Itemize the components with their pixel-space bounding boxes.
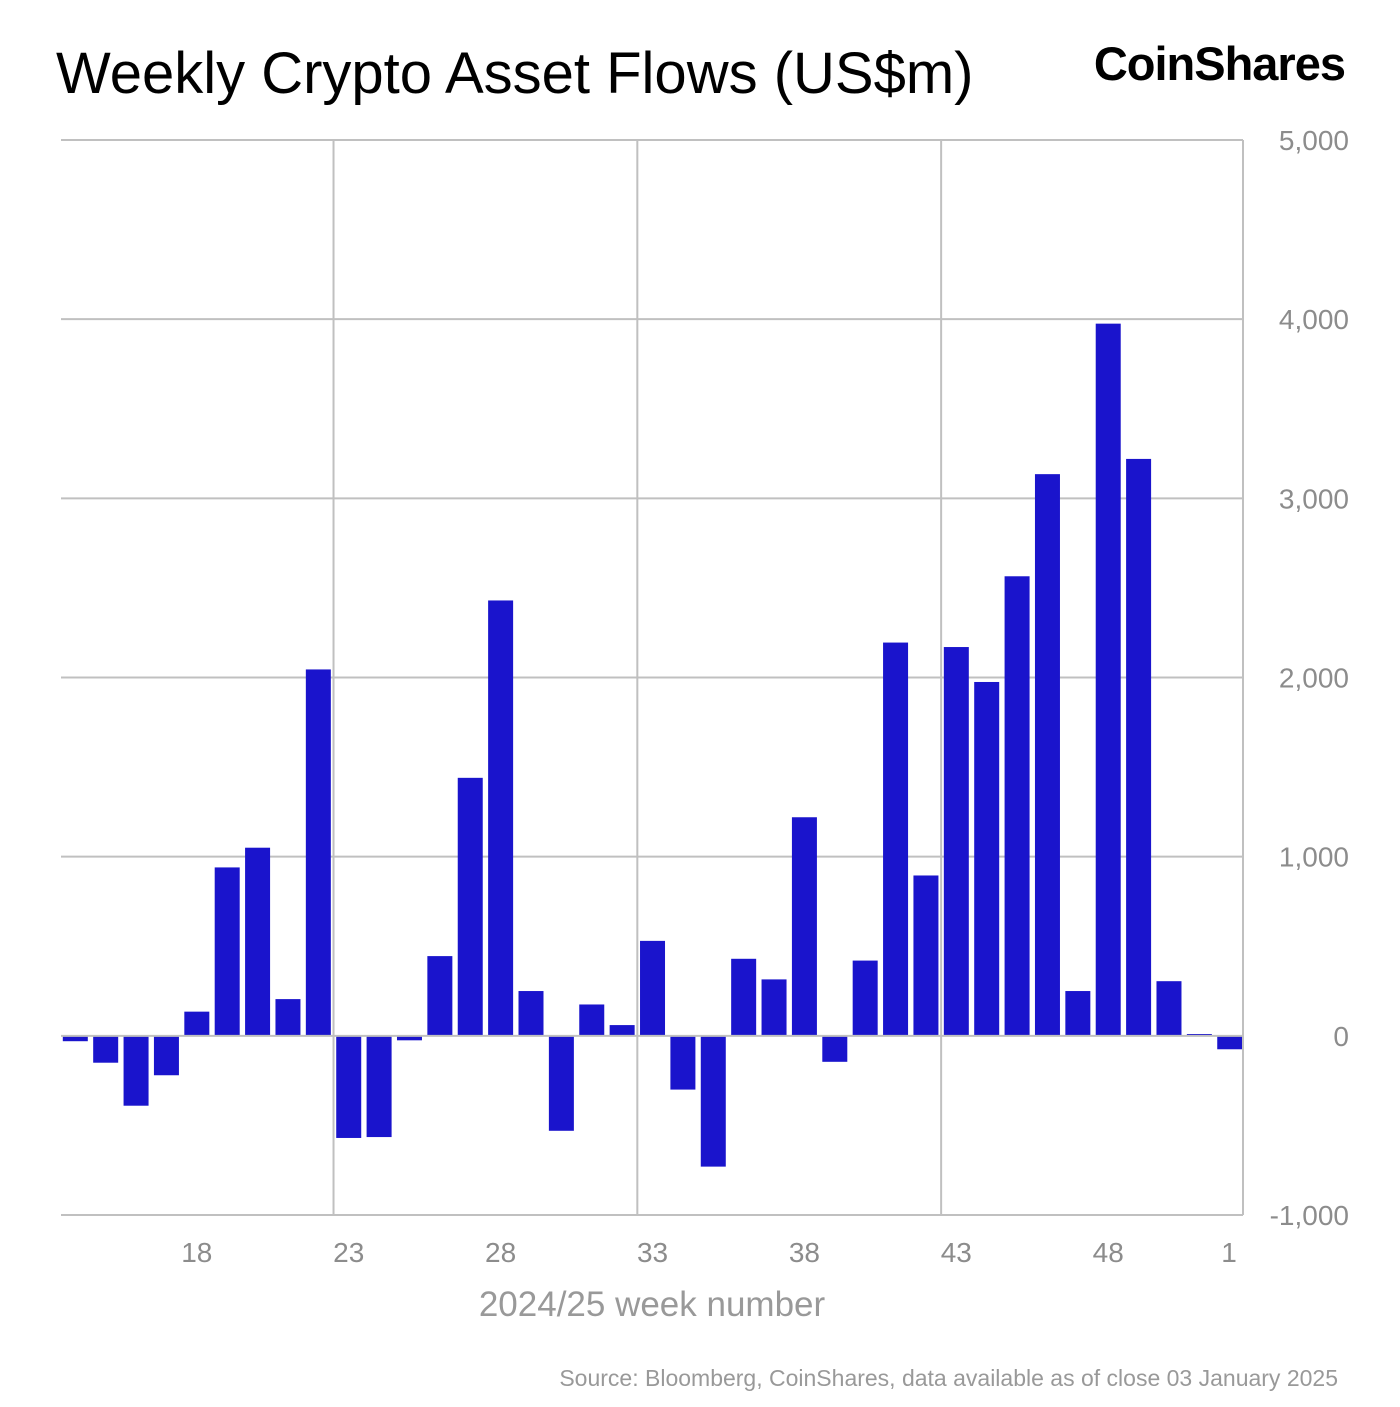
bar-week-47: [1065, 991, 1091, 1036]
axes: [61, 140, 1244, 1215]
bar-week-25: [396, 1035, 422, 1041]
bar-week-39: [822, 1035, 848, 1062]
bar-week-49: [1126, 458, 1152, 1036]
bar-week-15: [93, 1035, 119, 1063]
y-tick-label: 5,000: [1279, 125, 1349, 156]
bar-series: [62, 323, 1243, 1167]
bar-week-29: [518, 991, 544, 1036]
y-tick-label: 4,000: [1279, 304, 1349, 335]
bar-week-48: [1095, 323, 1121, 1036]
bar-week-24: [366, 1035, 392, 1138]
x-tick-label: 43: [941, 1237, 972, 1268]
y-tick-label: 2,000: [1279, 663, 1349, 694]
bar-week-52: [1217, 1035, 1243, 1050]
bar-week-40: [852, 960, 878, 1036]
x-tick-label: 33: [637, 1237, 668, 1268]
bar-week-38: [791, 817, 817, 1036]
bar-week-31: [579, 1004, 605, 1036]
bar-week-43: [943, 647, 969, 1036]
bar-week-33: [640, 940, 666, 1036]
bar-week-17: [153, 1035, 179, 1076]
x-tick-label: 28: [485, 1237, 516, 1268]
bar-week-50: [1156, 981, 1182, 1036]
x-axis-tick-labels: 18 23 28 33 38 43 48 1: [181, 1237, 1237, 1268]
chart-title: Weekly Crypto Asset Flows (US$m): [56, 41, 973, 106]
y-tick-label: 1,000: [1279, 842, 1349, 873]
bar-week-21: [275, 999, 301, 1036]
bar-week-36: [731, 958, 757, 1036]
source-note: Source: Bloomberg, CoinShares, data avai…: [559, 1365, 1338, 1391]
bar-week-45: [1004, 576, 1030, 1036]
x-tick-label: 38: [789, 1237, 820, 1268]
bar-week-18: [184, 1011, 210, 1036]
x-tick-label: 18: [181, 1237, 212, 1268]
x-axis-label: 2024/25 week number: [479, 1285, 826, 1324]
bar-week-44: [974, 681, 1000, 1036]
bar-week-22: [305, 669, 331, 1036]
x-tick-label: 1: [1221, 1237, 1237, 1268]
bar-week-28: [488, 600, 514, 1036]
y-tick-label: -1,000: [1270, 1200, 1349, 1231]
bar-week-32: [609, 1025, 635, 1036]
bar-week-30: [548, 1035, 574, 1131]
coinshares-logo: CoinShares: [1094, 37, 1345, 90]
bar-week-41: [883, 642, 909, 1036]
y-axis-tick-labels: -1,000 0 1,000 2,000 3,000 4,000 5,000: [1270, 125, 1349, 1231]
bar-week-26: [427, 956, 453, 1036]
bar-week-42: [913, 875, 939, 1036]
bar-week-37: [761, 979, 787, 1036]
x-tick-label: 48: [1093, 1237, 1124, 1268]
bar-week-20: [245, 847, 271, 1036]
x-tick-label: 23: [333, 1237, 364, 1268]
bar-week-27: [457, 777, 483, 1036]
bar-week-34: [670, 1035, 696, 1090]
bar-week-14: [62, 1035, 88, 1042]
bar-week-23: [336, 1035, 362, 1138]
y-tick-label: 0: [1333, 1021, 1349, 1052]
bar-week-35: [700, 1035, 726, 1167]
bar-week-46: [1034, 474, 1060, 1036]
bar-week-16: [123, 1035, 149, 1106]
y-tick-label: 3,000: [1279, 483, 1349, 514]
bar-week-19: [214, 867, 240, 1036]
grid-lines: [61, 139, 1243, 1216]
